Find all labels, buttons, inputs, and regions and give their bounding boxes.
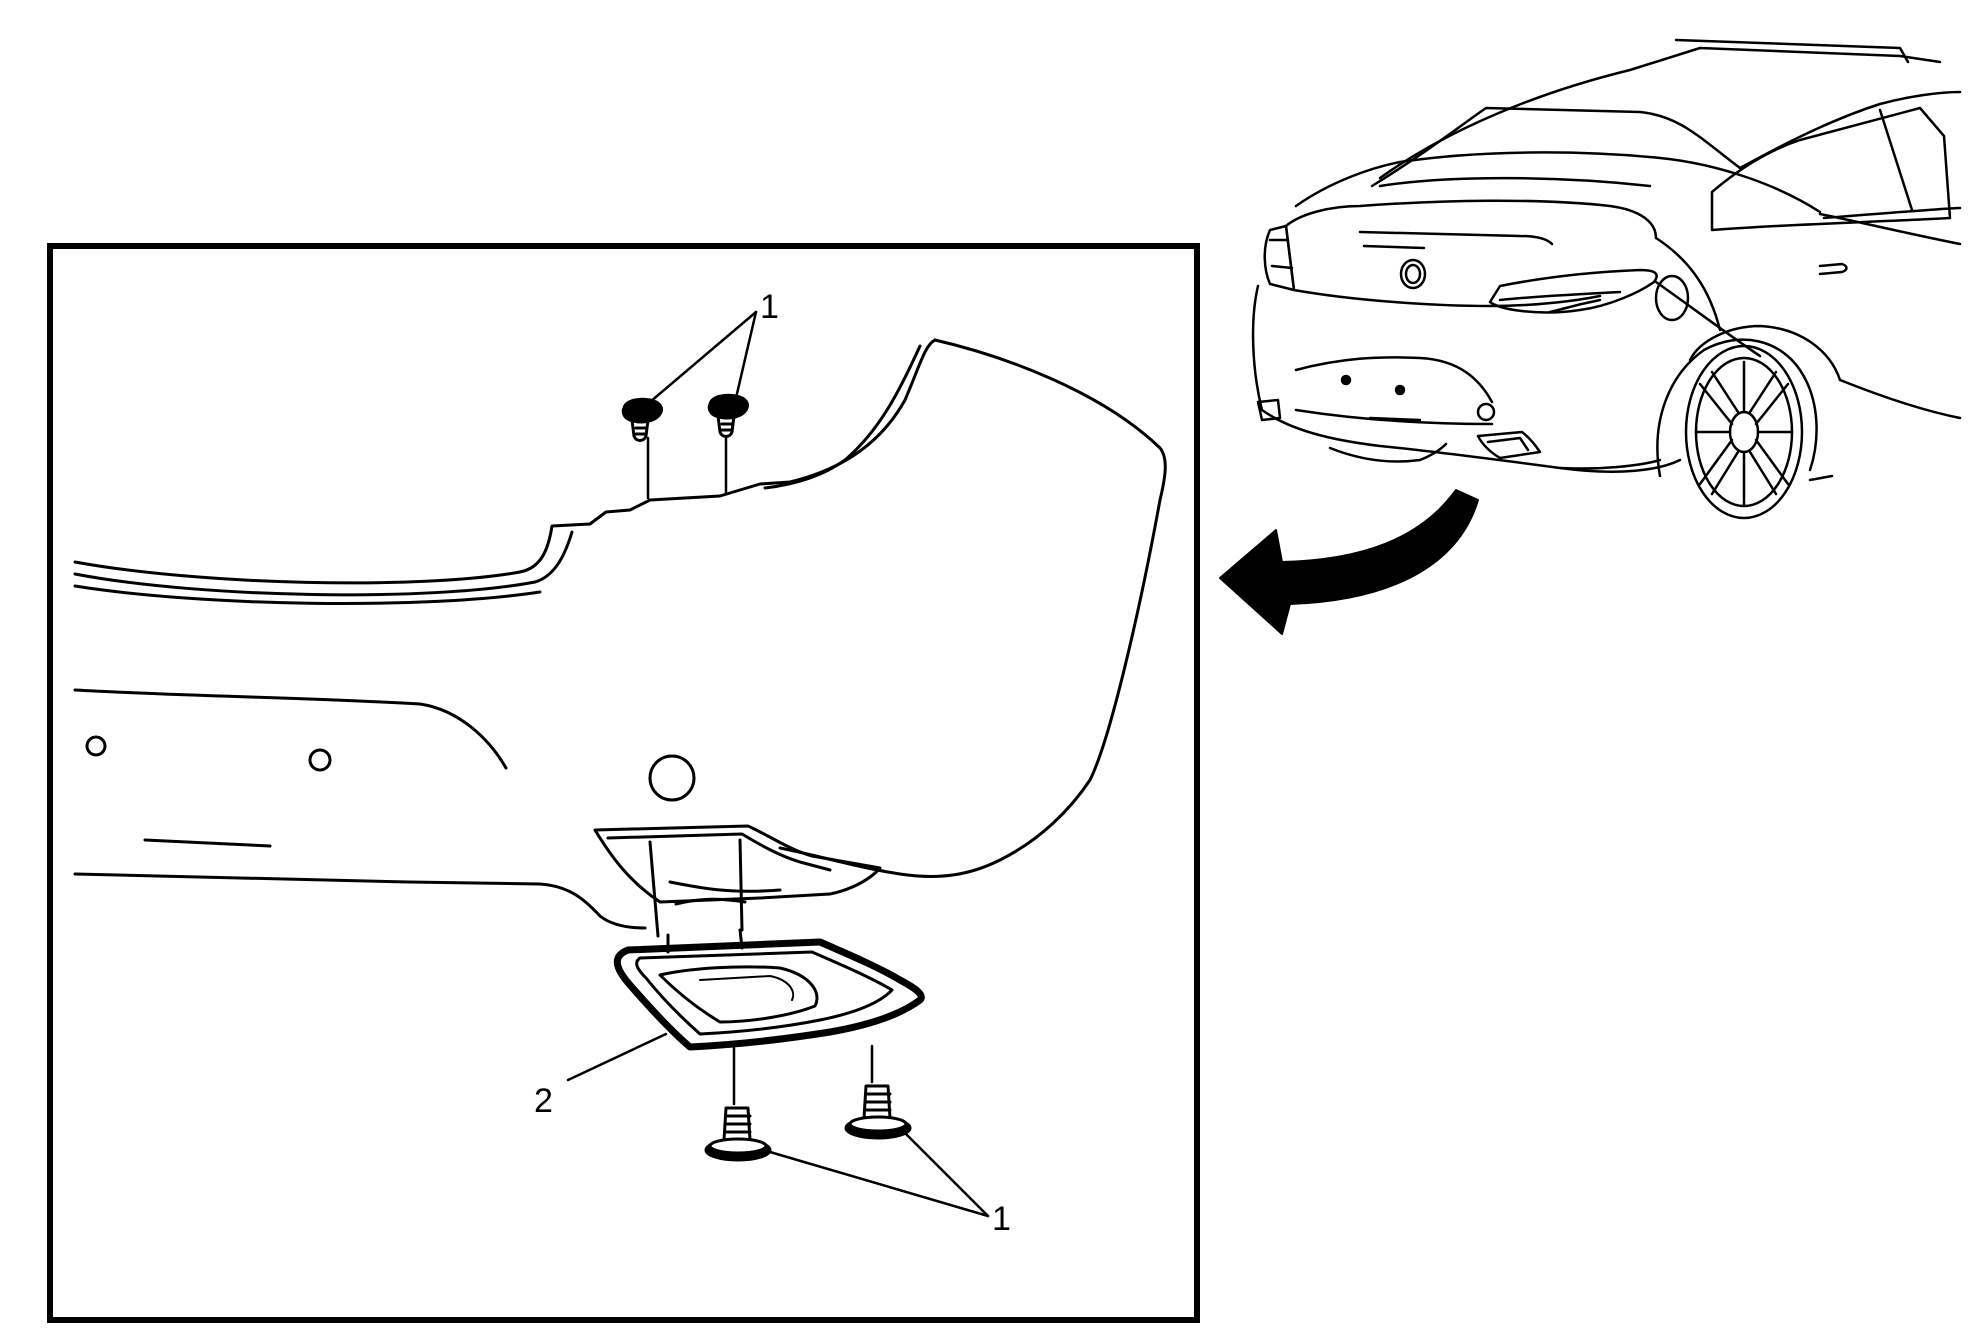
retainer-bottom-left [704, 1106, 772, 1162]
vehicle-rear-overview [1251, 38, 1962, 520]
exhaust-bezel [613, 928, 925, 1051]
retainer-top-right [707, 393, 750, 438]
callout-trim-bezel: 2 [534, 1082, 553, 1120]
callout-fastener-bottom: 1 [992, 1200, 1011, 1238]
fastener-extension-lines [646, 434, 874, 1106]
exhaust-opening [593, 824, 882, 938]
callout-leaders [566, 310, 990, 1218]
locator-arrow [1219, 489, 1479, 635]
detail-view-frame [47, 243, 1200, 1323]
callout-fastener-top: 1 [760, 288, 779, 326]
rear-bumper-fascia [73, 338, 1167, 930]
retainer-top-left [621, 397, 664, 442]
retainer-bottom-right [844, 1084, 912, 1140]
